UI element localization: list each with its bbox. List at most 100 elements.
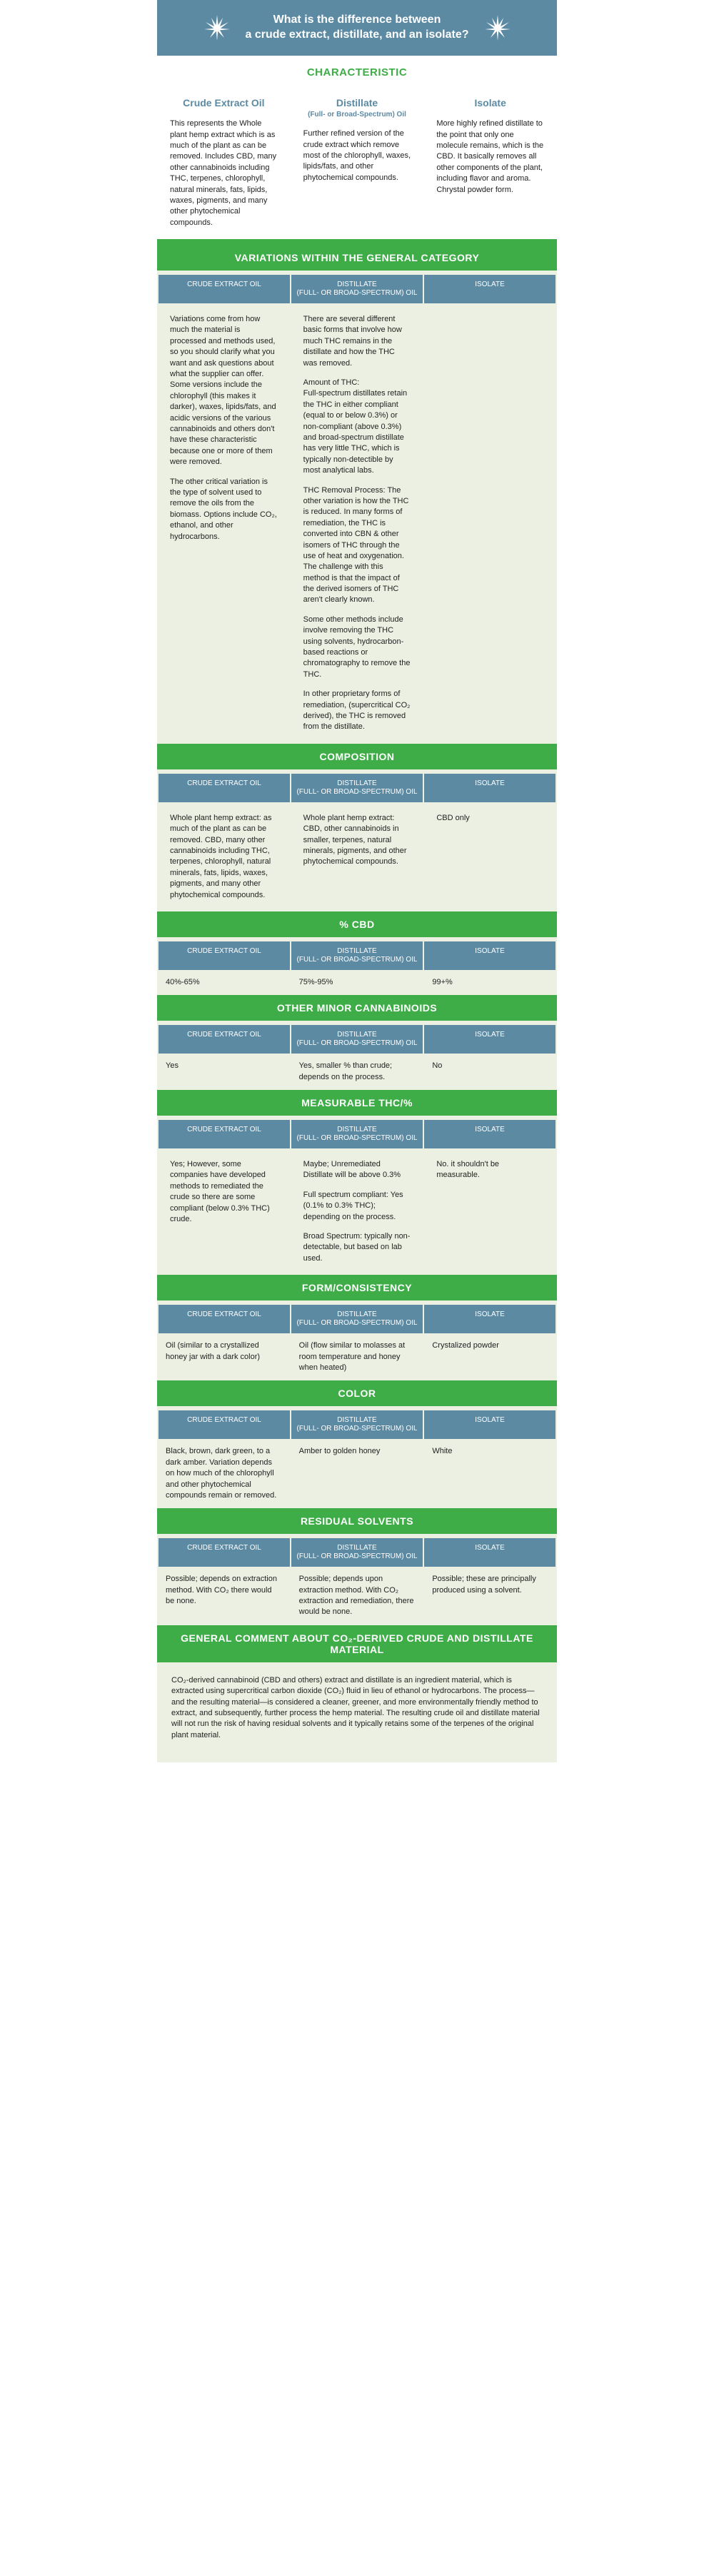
var-dist-p4: Some other methods include involve remov…: [303, 615, 411, 680]
variations-body: CRUDE EXTRACT OIL DISTILLATE (FULL- OR B…: [157, 271, 557, 744]
form-isolate: Crystalized powder: [432, 1340, 548, 1351]
colhead-dist-l2: (FULL- OR BROAD-SPECTRUM) OIL: [297, 289, 418, 297]
colhead-isolate: ISOLATE: [424, 774, 555, 802]
solv-crude: Possible; depends on extraction method. …: [166, 1574, 282, 1607]
banner-line1: What is the difference between: [273, 14, 441, 26]
colhead-crude: CRUDE EXTRACT OIL: [159, 774, 290, 802]
thc-crude: Yes; However, some companies have develo…: [170, 1159, 278, 1225]
colhead-isolate: ISOLATE: [424, 275, 555, 303]
colhead-crude: CRUDE EXTRACT OIL: [159, 275, 290, 303]
thc-row: Yes; However, some companies have develo…: [157, 1148, 557, 1275]
char-title-distillate: Distillate (Full- or Broad-Spectrum) Oil: [303, 96, 411, 121]
colhead-crude: CRUDE EXTRACT OIL: [159, 1410, 290, 1439]
col-headers: CRUDE EXTRACT OIL DISTILLATE(FULL- OR BR…: [157, 774, 557, 802]
colhead-crude: CRUDE EXTRACT OIL: [159, 1120, 290, 1148]
section-title-composition: COMPOSITION: [157, 744, 557, 769]
var-dist-p2: Amount of THC: Full-spectrum distillates…: [303, 378, 411, 477]
var-distillate: There are several different basic forms …: [291, 303, 424, 744]
co2-body: CO₂-derived cannabinoid (CBD and others)…: [157, 1662, 557, 1762]
section-title-variations: VARIATIONS WITHIN THE GENERAL CATEGORY: [157, 245, 557, 271]
comp-crude: Whole plant hemp extract: as much of the…: [170, 813, 278, 901]
comp-distillate: Whole plant hemp extract: CBD, other can…: [303, 813, 411, 868]
colhead-isolate: ISOLATE: [424, 1410, 555, 1439]
infographic-container: What is the difference between a crude e…: [157, 0, 557, 1762]
var-crude-p2: The other critical variation is the type…: [170, 477, 278, 542]
var-dist-p5: In other proprietary forms of remediatio…: [303, 689, 411, 733]
col-headers: CRUDE EXTRACT OIL DISTILLATE(FULL- OR BR…: [157, 1538, 557, 1567]
form-body: CRUDE EXTRACT OIL DISTILLATE(FULL- OR BR…: [157, 1300, 557, 1380]
colhead-distillate: DISTILLATE(FULL- OR BROAD-SPECTRUM) OIL: [291, 1025, 423, 1054]
col-headers: CRUDE EXTRACT OIL DISTILLATE(FULL- OR BR…: [157, 1410, 557, 1439]
section-title-cbd: % CBD: [157, 911, 557, 937]
colhead-distillate: DISTILLATE(FULL- OR BROAD-SPECTRUM) OIL: [291, 1410, 423, 1439]
solv-isolate: Possible; these are principally produced…: [432, 1574, 548, 1596]
var-crude: Variations come from how much the materi…: [157, 303, 291, 744]
col-headers: CRUDE EXTRACT OIL DISTILLATE (FULL- OR B…: [157, 275, 557, 303]
form-distillate: Oil (flow similar to molasses at room te…: [299, 1340, 416, 1373]
colhead-distillate: DISTILLATE(FULL- OR BROAD-SPECTRUM) OIL: [291, 1305, 423, 1333]
banner-title: What is the difference between a crude e…: [246, 13, 469, 43]
color-isolate: White: [432, 1446, 548, 1457]
thc-isolate: No. it shouldn't be measurable.: [436, 1159, 544, 1181]
char-crude: Crude Extract Oil This represents the Wh…: [157, 86, 291, 240]
co2-text: CO₂-derived cannabinoid (CBD and others)…: [171, 1675, 543, 1741]
col-headers: CRUDE EXTRACT OIL DISTILLATE(FULL- OR BR…: [157, 1025, 557, 1054]
colhead-isolate: ISOLATE: [424, 1305, 555, 1333]
char-text-isolate: More highly refined distillate to the po…: [436, 118, 544, 196]
cbd-distillate: 75%-95%: [299, 977, 416, 988]
banner-line2: a crude extract, distillate, and an isol…: [246, 29, 469, 41]
char-title-distillate-main: Distillate: [336, 97, 378, 108]
colhead-isolate: ISOLATE: [424, 1120, 555, 1148]
thc-distillate: Maybe; Unremediated Distillate will be a…: [291, 1148, 424, 1275]
comp-isolate: CBD only: [436, 813, 544, 824]
composition-row: Whole plant hemp extract: as much of the…: [157, 802, 557, 911]
cbd-crude: 40%-65%: [166, 977, 282, 988]
var-dist-p3: THC Removal Process: The other variation…: [303, 485, 411, 606]
section-title-co2: GENERAL COMMENT ABOUT CO₂-DERIVED CRUDE …: [157, 1625, 557, 1662]
colhead-isolate: ISOLATE: [424, 1538, 555, 1567]
divider: [157, 239, 557, 245]
colhead-crude: CRUDE EXTRACT OIL: [159, 1538, 290, 1567]
minor-distillate: Yes, smaller % than crude; depends on th…: [299, 1061, 416, 1083]
char-title-distillate-sub: (Full- or Broad-Spectrum) Oil: [303, 110, 411, 120]
minor-row: Yes Yes, smaller % than crude; depends o…: [157, 1054, 557, 1090]
section-title-thc: MEASURABLE THC/%: [157, 1090, 557, 1116]
section-title-color: COLOR: [157, 1380, 557, 1406]
cbd-body: CRUDE EXTRACT OIL DISTILLATE(FULL- OR BR…: [157, 937, 557, 995]
color-crude: Black, brown, dark green, to a dark ambe…: [166, 1446, 282, 1501]
colhead-distillate: DISTILLATE(FULL- OR BROAD-SPECTRUM) OIL: [291, 941, 423, 970]
colhead-distillate: DISTILLATE(FULL- OR BROAD-SPECTRUM) OIL: [291, 1120, 423, 1148]
colhead-isolate: ISOLATE: [424, 1025, 555, 1054]
composition-body: CRUDE EXTRACT OIL DISTILLATE(FULL- OR BR…: [157, 769, 557, 911]
col-headers: CRUDE EXTRACT OIL DISTILLATE(FULL- OR BR…: [157, 1305, 557, 1333]
var-dist-p1: There are several different basic forms …: [303, 314, 411, 369]
minor-body: CRUDE EXTRACT OIL DISTILLATE(FULL- OR BR…: [157, 1021, 557, 1090]
minor-isolate: No: [432, 1061, 548, 1071]
color-distillate: Amber to golden honey: [299, 1446, 416, 1457]
solv-distillate: Possible; depends upon extraction method…: [299, 1574, 416, 1618]
cannabis-leaf-icon: [203, 14, 231, 42]
col-headers: CRUDE EXTRACT OIL DISTILLATE(FULL- OR BR…: [157, 941, 557, 970]
cannabis-leaf-icon: [483, 14, 512, 42]
char-title-isolate: Isolate: [436, 96, 544, 111]
color-row: Black, brown, dark green, to a dark ambe…: [157, 1439, 557, 1508]
characteristic-row: Crude Extract Oil This represents the Wh…: [157, 86, 557, 240]
form-row: Oil (similar to a crystallized honey jar…: [157, 1333, 557, 1380]
thc-body: CRUDE EXTRACT OIL DISTILLATE(FULL- OR BR…: [157, 1116, 557, 1275]
thc-dist-p3: Broad Spectrum: typically non-detectable…: [303, 1231, 411, 1264]
var-crude-p1: Variations come from how much the materi…: [170, 314, 278, 468]
minor-crude: Yes: [166, 1061, 282, 1071]
colhead-crude: CRUDE EXTRACT OIL: [159, 1025, 290, 1054]
colhead-dist-l1: DISTILLATE: [337, 281, 376, 288]
colhead-crude: CRUDE EXTRACT OIL: [159, 1305, 290, 1333]
section-title-minor: OTHER MINOR CANNABINOIDS: [157, 995, 557, 1021]
colhead-distillate: DISTILLATE(FULL- OR BROAD-SPECTRUM) OIL: [291, 1538, 423, 1567]
variations-row: Variations come from how much the materi…: [157, 303, 557, 744]
colhead-crude: CRUDE EXTRACT OIL: [159, 941, 290, 970]
thc-dist-p1: Maybe; Unremediated Distillate will be a…: [303, 1159, 411, 1181]
colhead-distillate: DISTILLATE(FULL- OR BROAD-SPECTRUM) OIL: [291, 774, 423, 802]
col-headers: CRUDE EXTRACT OIL DISTILLATE(FULL- OR BR…: [157, 1120, 557, 1148]
section-title-solvents: RESIDUAL SOLVENTS: [157, 1508, 557, 1534]
char-isolate: Isolate More highly refined distillate t…: [423, 86, 557, 240]
section-title-form: FORM/CONSISTENCY: [157, 1275, 557, 1300]
